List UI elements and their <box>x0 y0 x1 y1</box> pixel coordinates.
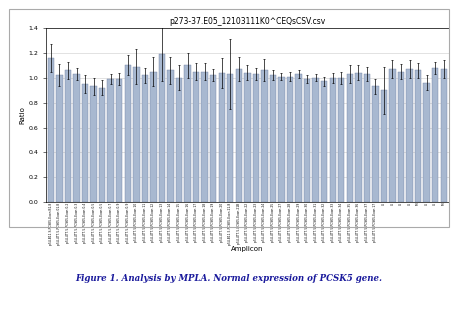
Bar <box>389 69 396 202</box>
Bar <box>312 78 319 202</box>
Bar <box>364 74 370 202</box>
Bar <box>398 72 404 202</box>
Bar <box>432 68 438 202</box>
Bar <box>287 77 293 202</box>
Bar <box>125 65 131 202</box>
Bar <box>441 69 447 202</box>
Bar <box>193 72 199 202</box>
Bar <box>90 86 97 202</box>
Bar <box>338 78 344 202</box>
Bar <box>159 54 165 202</box>
Bar <box>270 75 276 202</box>
Bar <box>167 70 174 202</box>
Bar <box>295 74 302 202</box>
Bar <box>202 72 208 202</box>
Bar <box>133 67 140 202</box>
Bar <box>65 70 71 202</box>
Bar <box>415 70 421 202</box>
Bar <box>142 75 148 202</box>
Bar <box>227 74 234 202</box>
Bar <box>244 73 251 202</box>
Bar <box>56 75 63 202</box>
Bar <box>355 73 361 202</box>
Bar <box>108 79 114 202</box>
Text: Figure 1. Analysis by MPLA. Normal expression of PCSK5 gene.: Figure 1. Analysis by MPLA. Normal expre… <box>76 274 382 283</box>
Bar <box>48 58 54 202</box>
Bar <box>424 83 430 202</box>
Bar <box>261 70 267 202</box>
Bar <box>304 79 310 202</box>
Bar <box>210 75 216 202</box>
Bar <box>253 74 259 202</box>
X-axis label: Amplicon: Amplicon <box>231 247 263 253</box>
Bar <box>218 73 225 202</box>
Bar <box>73 74 80 202</box>
Bar <box>372 86 379 202</box>
Bar <box>329 78 336 202</box>
Y-axis label: Ratio: Ratio <box>20 106 26 124</box>
Bar <box>116 79 122 202</box>
Title: p273-37.E05_12103111K0^CEQsCSV.csv: p273-37.E05_12103111K0^CEQsCSV.csv <box>169 17 326 26</box>
Bar <box>82 84 88 202</box>
Bar <box>184 65 191 202</box>
Bar <box>235 69 242 202</box>
Bar <box>321 81 327 202</box>
Bar <box>99 88 105 202</box>
Bar <box>347 74 353 202</box>
Bar <box>406 69 413 202</box>
Bar <box>278 77 285 202</box>
Bar <box>150 72 157 202</box>
Bar <box>176 78 182 202</box>
Bar <box>381 90 387 202</box>
